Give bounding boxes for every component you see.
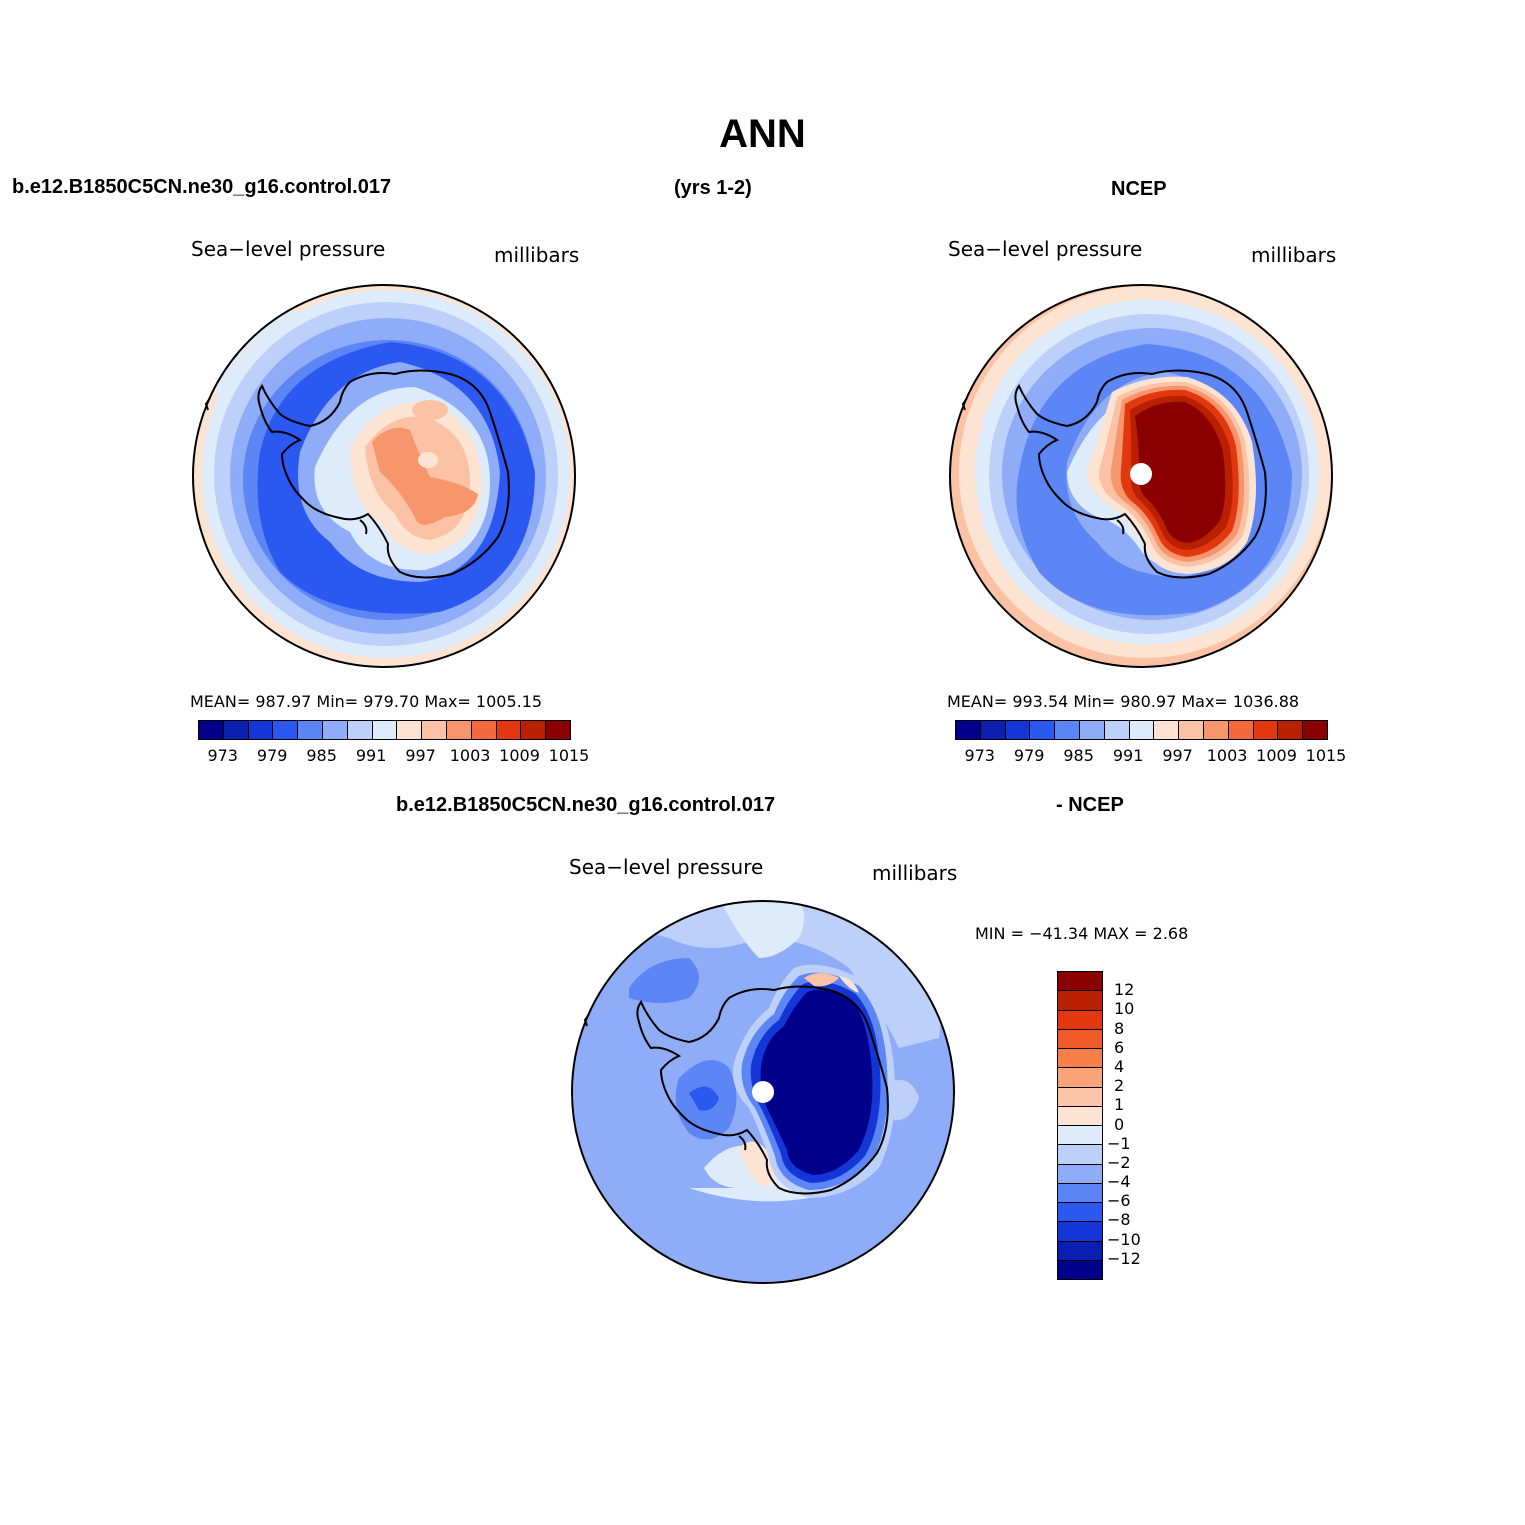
colorbar-tick-label: 973 (207, 746, 238, 765)
colorbar-swatch (1058, 1106, 1102, 1126)
colorbar-swatch (496, 721, 522, 739)
colorbar-swatch (1030, 721, 1056, 739)
units-label-left: millibars (494, 243, 580, 267)
difference-slp-map (571, 900, 955, 1284)
colorbar-swatch (1058, 1203, 1102, 1223)
colorbar-swatch (1104, 721, 1130, 739)
colorbar-swatch (1253, 721, 1279, 739)
colorbar-swatch (471, 721, 497, 739)
colorbar-tick-label: −10 (1107, 1229, 1141, 1249)
colorbar-swatch (1228, 721, 1254, 739)
colorbar-swatch (322, 721, 348, 739)
colorbar-tick-label: 997 (1162, 746, 1193, 765)
diff-minmax: MIN = −41.34 MAX = 2.68 (975, 924, 1189, 943)
colorbar-swatch (1058, 1260, 1102, 1279)
model-slp-map (192, 284, 576, 668)
colorbar-tick-label: 985 (1063, 746, 1094, 765)
variable-label-left: Sea−level pressure (191, 237, 386, 261)
colorbar-swatch (1055, 721, 1080, 739)
colorbar-swatch (1058, 991, 1102, 1011)
colorbar-tick-label: 1009 (1256, 746, 1297, 765)
colorbar-tick-label: −1 (1107, 1133, 1131, 1153)
colorbar-tick-label: 979 (256, 746, 288, 765)
colorbar-right (955, 720, 1328, 740)
colorbar-swatch (298, 721, 323, 739)
colorbar-tick-label: 6 (1114, 1037, 1125, 1057)
colorbar-tick-label: 1003 (449, 746, 491, 765)
ncep-slp-map (949, 284, 1333, 668)
colorbar-swatch (422, 721, 447, 739)
colorbar-swatch (347, 721, 373, 739)
colorbar-swatch (1058, 1222, 1102, 1242)
colorbar-swatch (1058, 1029, 1102, 1049)
colorbar-swatch (1058, 1087, 1102, 1107)
colorbar-swatch (273, 721, 299, 739)
colorbar-tick-label: 973 (964, 746, 995, 765)
colorbar-left (198, 720, 571, 740)
colorbar-swatch (1079, 721, 1105, 739)
colorbar-swatch (372, 721, 398, 739)
colorbar-swatch (521, 721, 547, 739)
colorbar-swatch (1203, 721, 1229, 739)
colorbar-tick-label: 0 (1114, 1114, 1125, 1134)
colorbar-tick-label: −12 (1107, 1248, 1141, 1268)
stats-right: MEAN= 993.54 Min= 980.97 Max= 1036.88 (947, 692, 1300, 711)
colorbar-swatch (1278, 721, 1304, 739)
colorbar-swatch (1129, 721, 1155, 739)
colorbar-swatch (1154, 721, 1180, 739)
colorbar-swatch (199, 721, 224, 739)
colorbar-swatch (223, 721, 249, 739)
colorbar-tick-label: −6 (1107, 1191, 1131, 1211)
colorbar-tick-label: −8 (1107, 1210, 1131, 1230)
colorbar-tick-label: 979 (1013, 746, 1045, 765)
years-label: (yrs 1-2) (674, 177, 752, 199)
colorbar-swatch (1058, 1164, 1102, 1184)
colorbar-swatch (546, 721, 570, 739)
units-label-diff: millibars (872, 861, 958, 885)
colorbar-swatch (1303, 721, 1327, 739)
diff-minus-label: - NCEP (1056, 794, 1124, 816)
colorbar-tick-label: 1015 (1305, 746, 1347, 765)
colorbar-tick-label: 2 (1114, 1076, 1125, 1096)
colorbar-swatch (956, 721, 981, 739)
obs-name-label: NCEP (1111, 178, 1167, 200)
colorbar-diff (1057, 971, 1103, 1280)
colorbar-swatch (397, 721, 423, 739)
figure-title: ANN (719, 112, 806, 156)
units-label-right: millibars (1251, 243, 1337, 267)
colorbar-tick-label: −4 (1107, 1172, 1131, 1192)
colorbar-swatch (1058, 1068, 1102, 1088)
colorbar-swatch (1179, 721, 1204, 739)
colorbar-tick-label: 997 (405, 746, 436, 765)
case-name-label: b.e12.B1850C5CN.ne30_g16.control.017 (12, 176, 392, 198)
colorbar-tick-label: 991 (1112, 746, 1144, 765)
colorbar-swatch (1058, 1049, 1102, 1069)
colorbar-swatch (1005, 721, 1031, 739)
colorbar-swatch (1058, 1126, 1102, 1146)
colorbar-swatch (248, 721, 274, 739)
colorbar-tick-label: 1 (1114, 1095, 1125, 1115)
colorbar-swatch (1058, 972, 1102, 992)
colorbar-swatch (1058, 1183, 1102, 1203)
colorbar-tick-label: 1015 (548, 746, 590, 765)
colorbar-swatch (446, 721, 472, 739)
colorbar-swatch (980, 721, 1006, 739)
colorbar-tick-label: −2 (1107, 1152, 1131, 1172)
colorbar-tick-label: 1003 (1206, 746, 1248, 765)
variable-label-right: Sea−level pressure (948, 237, 1143, 261)
colorbar-swatch (1058, 1010, 1102, 1030)
variable-label-diff: Sea−level pressure (569, 855, 764, 879)
colorbar-tick-label: 4 (1114, 1056, 1125, 1076)
colorbar-tick-label: 1009 (499, 746, 540, 765)
colorbar-tick-label: 10 (1114, 999, 1135, 1019)
colorbar-tick-label: 8 (1114, 1018, 1125, 1038)
colorbar-tick-label: 985 (306, 746, 337, 765)
stats-left: MEAN= 987.97 Min= 979.70 Max= 1005.15 (190, 692, 543, 711)
colorbar-tick-label: 12 (1114, 980, 1135, 1000)
colorbar-tick-label: 991 (355, 746, 387, 765)
colorbar-swatch (1058, 1145, 1102, 1165)
colorbar-swatch (1058, 1241, 1102, 1261)
diff-case-label: b.e12.B1850C5CN.ne30_g16.control.017 (396, 794, 776, 816)
